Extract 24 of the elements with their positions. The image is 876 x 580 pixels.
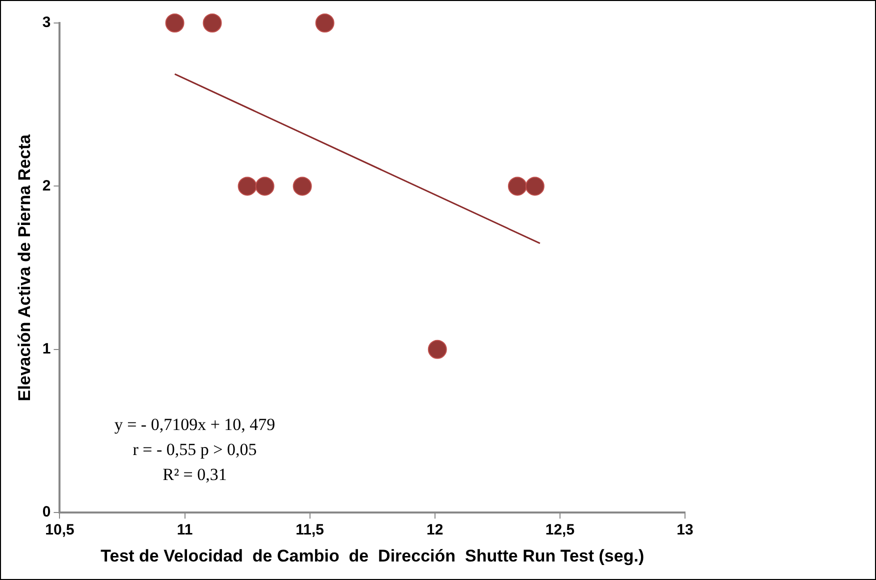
point <box>525 176 544 196</box>
point <box>202 14 222 32</box>
x-tick-label: 11 <box>176 522 193 539</box>
y-tick-label: 3 <box>42 14 51 32</box>
y-axis-title: Elevación Activa de Pierna Recta <box>14 134 34 402</box>
annotation: R² = 0,31 <box>162 465 227 484</box>
x-tick-label: 12 <box>426 522 444 539</box>
point <box>428 340 447 359</box>
y-tick-label: 2 <box>42 177 51 194</box>
x-tick-label: 13 <box>676 522 694 539</box>
point <box>315 14 334 32</box>
point <box>255 176 274 196</box>
x-axis-title: Test de Velocidad de Cambio de Dirección Shutte Run Test (seg.) <box>100 546 644 566</box>
point <box>292 176 312 196</box>
x-tick-label: 11,5 <box>296 522 324 539</box>
annotation: y = - 0,7109x + 10, 479 <box>114 415 276 434</box>
y-tick-label: 1 <box>42 340 51 358</box>
x-tick-label: 12,5 <box>545 522 575 539</box>
x-tick-label: 10,5 <box>45 522 74 539</box>
point <box>238 176 257 196</box>
point <box>165 14 184 32</box>
point <box>508 176 527 196</box>
annotation: r = - 0,55 p > 0,05 <box>132 440 257 460</box>
y-tick-label: 0 <box>42 504 51 521</box>
